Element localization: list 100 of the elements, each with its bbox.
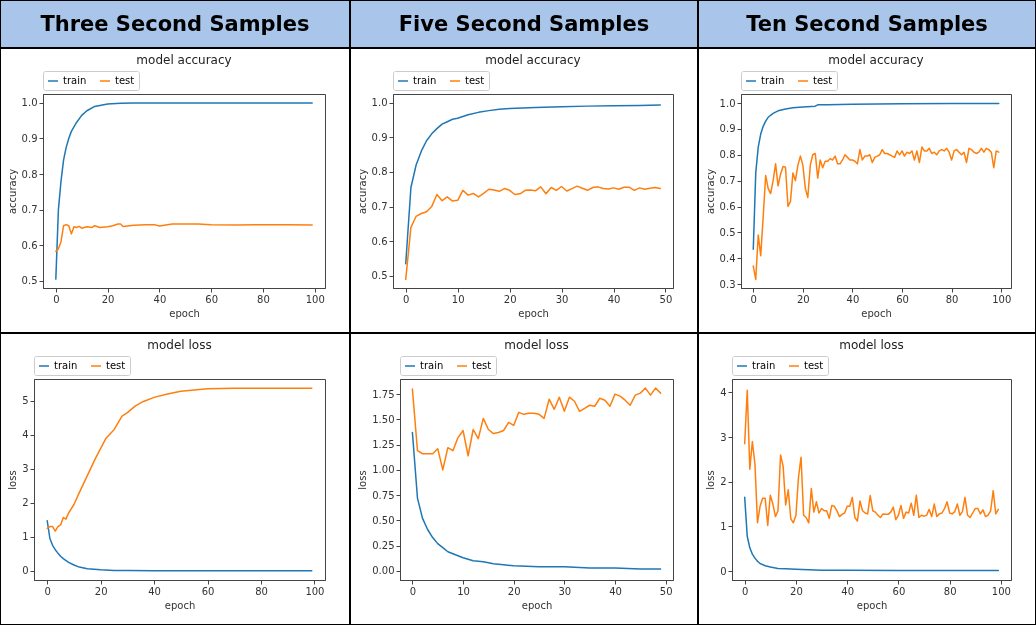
x-tick-label: 40 (607, 293, 621, 305)
line-series (55, 223, 313, 253)
y-axis-title: loss (7, 470, 19, 490)
y-tick-label: 4 (720, 386, 727, 398)
x-tick-label: 40 (153, 293, 167, 305)
line-series (743, 496, 1000, 572)
x-tick-label: 100 (991, 585, 1011, 597)
x-tick-label: 100 (305, 585, 325, 597)
x-tick-label: 20 (503, 293, 517, 305)
x-tick-label: 30 (558, 585, 572, 597)
y-tick-label: 0.6 (21, 239, 38, 251)
y-tick-label: 0.5 (371, 270, 388, 282)
y-axis-title: accuracy (704, 168, 716, 215)
legend-label: test (106, 360, 126, 371)
x-tick-label: 60 (896, 293, 909, 305)
y-tick-label: 1.50 (372, 413, 395, 425)
x-tick-label: 0 (44, 585, 51, 597)
legend-label: test (813, 75, 833, 86)
y-axis-title: accuracy (6, 168, 18, 215)
legend-label: train (54, 360, 78, 371)
x-tick-label: 20 (796, 293, 810, 305)
x-tick-label: 100 (305, 293, 325, 305)
y-tick-label: 0.6 (371, 235, 388, 247)
y-tick-label: 1.0 (719, 97, 736, 109)
x-tick-label: 20 (507, 585, 521, 597)
y-tick-label: 0.8 (21, 168, 38, 180)
x-axis-title: epoch (169, 307, 200, 319)
legend-label: test (465, 75, 485, 86)
line-series (752, 102, 1000, 250)
y-tick-label: 0.75 (372, 489, 395, 501)
x-tick-label: 50 (659, 585, 673, 597)
x-tick-label: 30 (555, 293, 569, 305)
y-tick-label: 0.5 (21, 275, 38, 287)
text: Ten Second Samples (698, 0, 1036, 48)
text: Three Second Samples (0, 0, 350, 48)
legend-label: train (761, 75, 785, 86)
x-tick-label: 80 (255, 585, 268, 597)
line-series (404, 104, 662, 265)
y-tick-label: 0.9 (21, 133, 38, 144)
y-tick-label: 0.9 (719, 123, 736, 135)
x-tick-label: 100 (992, 293, 1012, 305)
line-series (404, 185, 662, 281)
legend-label: train (752, 360, 776, 371)
chart-title: model accuracy (485, 52, 581, 67)
x-tick-label: 40 (609, 585, 622, 597)
y-tick-label: 1.75 (372, 388, 395, 400)
x-tick-label: 60 (201, 585, 215, 597)
y-tick-label: 0.6 (719, 201, 736, 213)
line-series (743, 389, 1000, 527)
y-tick-label: 2 (22, 497, 29, 509)
text: Five Second Samples (350, 0, 698, 48)
chart-title: model loss (147, 337, 212, 352)
x-tick-label: 80 (943, 585, 957, 597)
x-tick-label: 0 (741, 585, 749, 597)
y-tick-label: 5 (22, 395, 29, 407)
y-tick-label: 0.7 (21, 204, 38, 216)
legend-label: test (472, 360, 492, 371)
x-axis-title: epoch (164, 599, 196, 611)
y-tick-label: 0 (720, 565, 727, 577)
y-axis-title: accuracy (356, 168, 368, 215)
chart-title: model loss (504, 337, 569, 352)
x-axis-title: epoch (856, 599, 888, 611)
x-tick-label: 20 (790, 585, 803, 597)
y-tick-label: 1.25 (372, 439, 395, 451)
legend-label: train (63, 75, 87, 86)
y-tick-label: 0 (22, 565, 29, 577)
x-tick-label: 10 (451, 293, 465, 305)
y-tick-label: 1.0 (371, 97, 388, 109)
x-tick-label: 50 (659, 293, 673, 305)
x-tick-label: 20 (101, 293, 115, 305)
x-tick-label: 40 (148, 585, 161, 597)
legend-label: test (804, 360, 824, 371)
y-tick-label: 1.0 (21, 97, 38, 109)
line-series (46, 520, 313, 572)
y-tick-label: 0.00 (372, 565, 395, 577)
y-tick-label: 0.7 (719, 175, 736, 187)
x-tick-label: 0 (409, 585, 417, 597)
y-axis-title: loss (705, 470, 717, 490)
y-tick-label: 0.8 (371, 166, 388, 178)
y-tick-label: 0.25 (372, 540, 395, 552)
x-tick-label: 40 (846, 293, 860, 305)
y-tick-label: 0.5 (719, 226, 736, 238)
y-tick-label: 0.3 (719, 278, 736, 290)
y-axis-title: loss (357, 470, 369, 490)
x-axis-title: epoch (861, 307, 892, 319)
x-tick-label: 40 (841, 585, 855, 597)
line-series (752, 146, 1000, 281)
y-tick-label: 1.00 (372, 464, 395, 476)
y-tick-label: 1 (22, 531, 29, 543)
x-tick-label: 60 (892, 585, 906, 597)
line-series (46, 387, 313, 532)
chart-title: model accuracy (828, 52, 924, 67)
y-tick-label: 0.8 (719, 149, 736, 161)
y-tick-label: 3 (22, 463, 29, 475)
y-tick-label: 2 (720, 476, 727, 488)
chart-title: model loss (839, 337, 904, 352)
x-tick-label: 20 (94, 585, 108, 597)
y-tick-label: 0.9 (371, 131, 388, 143)
legend-label: train (420, 360, 444, 371)
line-series (411, 431, 662, 570)
